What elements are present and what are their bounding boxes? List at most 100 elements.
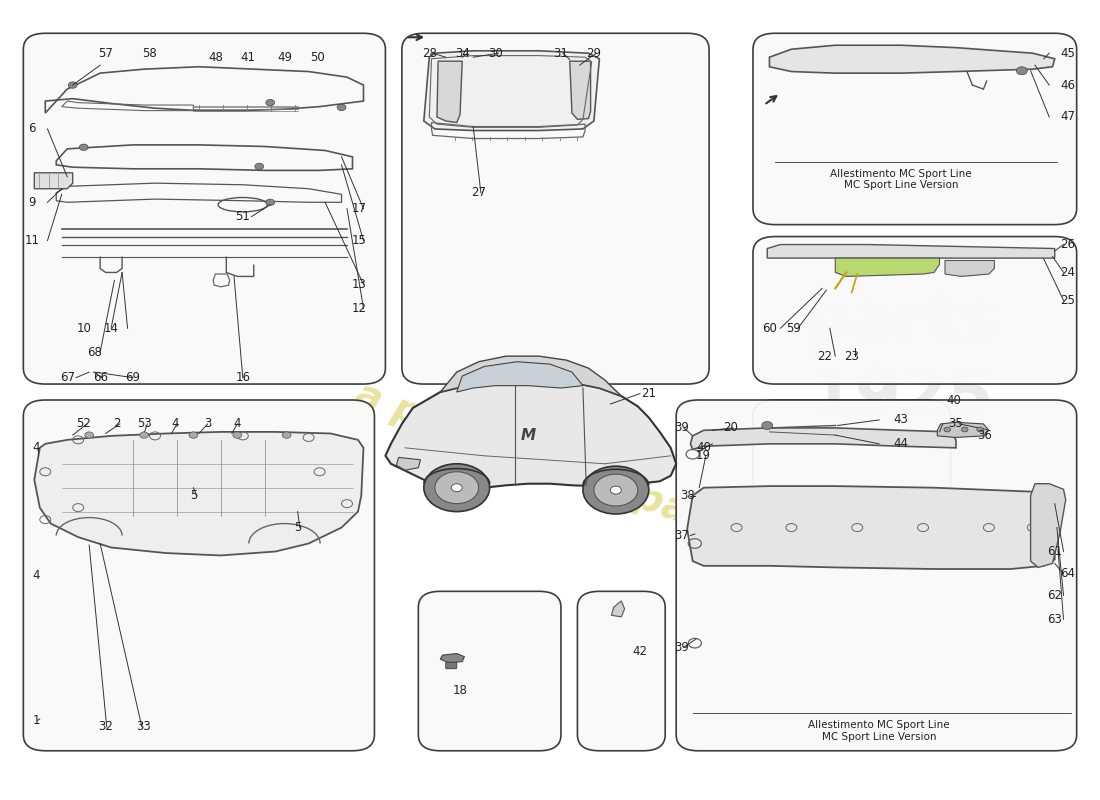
Text: 50: 50	[310, 50, 324, 64]
Circle shape	[594, 474, 638, 506]
Text: 45: 45	[1060, 46, 1076, 60]
Circle shape	[233, 432, 242, 438]
FancyBboxPatch shape	[23, 400, 374, 750]
Text: 32: 32	[98, 720, 113, 734]
Text: 43: 43	[893, 414, 909, 426]
Text: 44: 44	[893, 438, 909, 450]
Text: 46: 46	[1060, 78, 1076, 91]
Text: 1: 1	[33, 714, 41, 727]
Text: a passion for parts: a passion for parts	[350, 375, 750, 552]
FancyBboxPatch shape	[23, 34, 385, 384]
Text: 10: 10	[76, 322, 91, 334]
Circle shape	[68, 82, 77, 88]
Polygon shape	[1031, 484, 1066, 567]
Polygon shape	[691, 428, 956, 450]
Text: 2: 2	[113, 418, 120, 430]
Polygon shape	[570, 61, 591, 119]
Circle shape	[337, 104, 345, 110]
Polygon shape	[437, 61, 462, 122]
Text: 64: 64	[1060, 567, 1076, 580]
FancyBboxPatch shape	[754, 237, 1077, 384]
Polygon shape	[396, 458, 420, 470]
Text: 5: 5	[189, 489, 197, 502]
Text: 58: 58	[142, 46, 157, 60]
Text: parts
1925: parts 1925	[803, 289, 1000, 431]
Circle shape	[283, 432, 292, 438]
Text: 30: 30	[487, 46, 503, 60]
Text: 4: 4	[233, 418, 241, 430]
Polygon shape	[440, 654, 464, 663]
Text: 18: 18	[452, 685, 468, 698]
Text: 47: 47	[1060, 110, 1076, 123]
Text: 6: 6	[29, 122, 36, 135]
Text: 49: 49	[277, 50, 292, 64]
Polygon shape	[424, 51, 600, 130]
Text: 4: 4	[170, 418, 178, 430]
Text: 29: 29	[586, 46, 602, 60]
Circle shape	[85, 432, 94, 438]
Text: 16: 16	[235, 371, 251, 384]
Circle shape	[189, 432, 198, 438]
Text: 34: 34	[454, 46, 470, 60]
Circle shape	[977, 427, 983, 432]
Text: 51: 51	[235, 210, 250, 223]
Text: 17: 17	[352, 202, 366, 215]
Polygon shape	[767, 245, 1055, 258]
Text: M: M	[520, 428, 536, 443]
Circle shape	[79, 144, 88, 150]
FancyBboxPatch shape	[676, 400, 1077, 750]
FancyBboxPatch shape	[578, 591, 666, 750]
Text: 40: 40	[696, 442, 711, 454]
Text: 13: 13	[352, 278, 366, 291]
Circle shape	[451, 484, 462, 492]
Text: 42: 42	[632, 645, 648, 658]
Text: 14: 14	[103, 322, 119, 334]
Circle shape	[762, 422, 772, 430]
Polygon shape	[835, 258, 939, 277]
Text: 39: 39	[674, 641, 689, 654]
Circle shape	[944, 427, 950, 432]
Text: 5: 5	[294, 521, 301, 534]
Text: 21: 21	[641, 387, 657, 400]
Text: Allestimento MC Sport Line
MC Sport Line Version: Allestimento MC Sport Line MC Sport Line…	[808, 721, 950, 742]
Text: 67: 67	[59, 371, 75, 384]
Text: 36: 36	[977, 429, 992, 442]
Text: 41: 41	[241, 50, 256, 64]
Circle shape	[610, 486, 621, 494]
Text: Allestimento MC Sport Line
MC Sport Line Version: Allestimento MC Sport Line MC Sport Line…	[830, 169, 972, 190]
Text: 9: 9	[29, 196, 36, 209]
Text: 11: 11	[24, 234, 40, 247]
Circle shape	[266, 199, 275, 206]
Circle shape	[1016, 66, 1027, 74]
Text: 39: 39	[674, 422, 689, 434]
Polygon shape	[945, 261, 994, 277]
FancyBboxPatch shape	[446, 662, 456, 669]
FancyBboxPatch shape	[754, 400, 950, 504]
Text: 31: 31	[553, 46, 569, 60]
Text: 57: 57	[98, 46, 113, 60]
Text: 52: 52	[76, 418, 91, 430]
Polygon shape	[385, 380, 676, 488]
Text: 37: 37	[674, 529, 689, 542]
Text: 3: 3	[204, 418, 211, 430]
FancyBboxPatch shape	[754, 34, 1077, 225]
Text: 20: 20	[724, 422, 738, 434]
FancyBboxPatch shape	[418, 591, 561, 750]
Text: 53: 53	[136, 418, 152, 430]
Text: 4: 4	[33, 442, 41, 454]
Circle shape	[255, 163, 264, 170]
Text: 19: 19	[696, 450, 711, 462]
Circle shape	[583, 466, 649, 514]
Text: 15: 15	[352, 234, 366, 247]
Circle shape	[424, 464, 490, 512]
Text: 69: 69	[125, 371, 141, 384]
Polygon shape	[34, 173, 73, 189]
FancyBboxPatch shape	[402, 34, 710, 384]
Text: 38: 38	[680, 489, 694, 502]
Text: 33: 33	[136, 720, 152, 734]
Circle shape	[961, 427, 968, 432]
Circle shape	[266, 99, 275, 106]
Text: 26: 26	[1060, 238, 1076, 251]
Text: 22: 22	[817, 350, 832, 362]
Text: 27: 27	[471, 186, 486, 199]
